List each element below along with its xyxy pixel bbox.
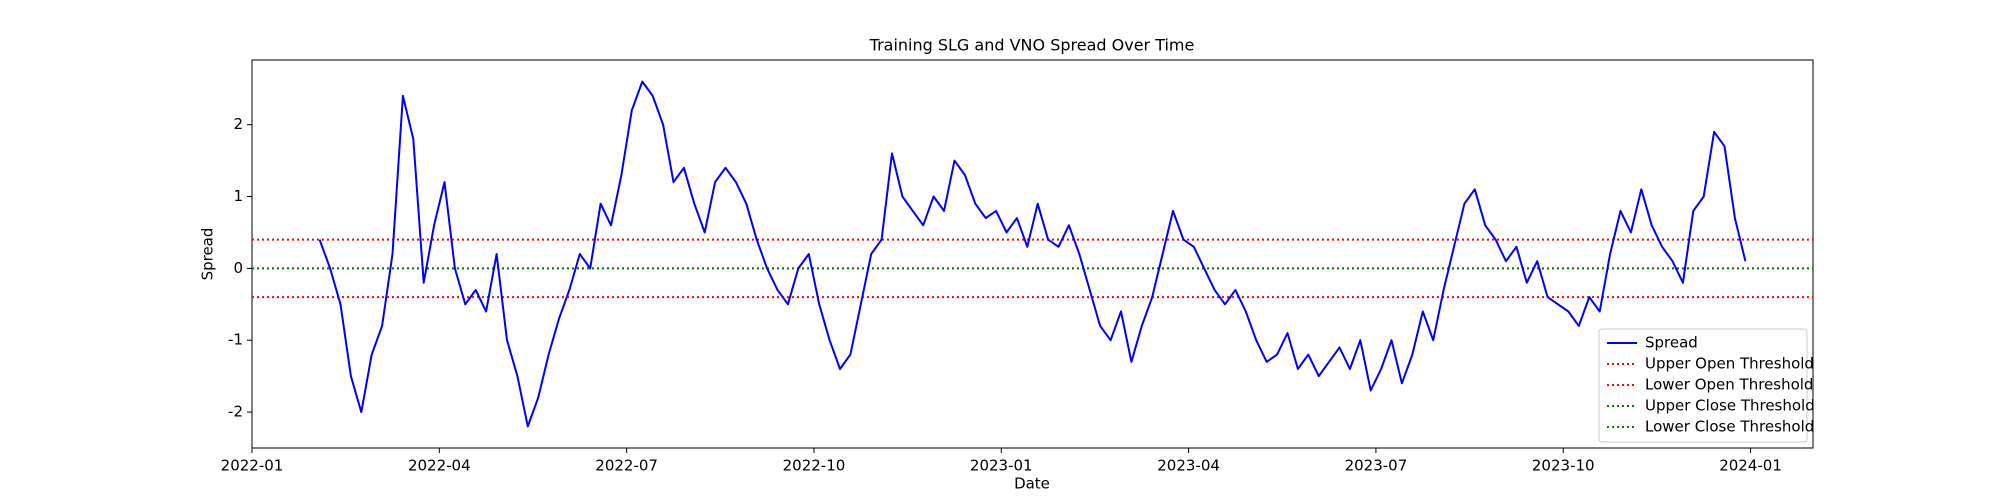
legend-label: Upper Open Threshold [1645, 355, 1814, 373]
spread-line [318, 80, 1747, 428]
legend-label: Lower Close Threshold [1645, 418, 1814, 436]
x-tick-label: 2022-07 [595, 457, 658, 475]
legend-label: Spread [1645, 334, 1698, 352]
y-tick-label: 1 [233, 187, 243, 205]
x-tick-label: 2024-01 [1719, 457, 1782, 475]
y-axis-label: Spread [199, 228, 217, 281]
x-tick-label: 2023-10 [1532, 457, 1595, 475]
y-tick-label: 0 [233, 259, 243, 277]
x-tick-label: 2022-01 [221, 457, 284, 475]
x-tick-label: 2023-01 [970, 457, 1033, 475]
chart-title: Training SLG and VNO Spread Over Time [869, 36, 1195, 55]
x-tick-label: 2022-04 [408, 457, 471, 475]
x-axis-label: Date [1014, 475, 1050, 493]
legend-box [1598, 328, 1808, 443]
legend-label: Upper Close Threshold [1645, 397, 1815, 415]
x-tick-label: 2023-04 [1157, 457, 1220, 475]
x-tick-label: 2023-07 [1345, 457, 1408, 475]
x-tick-label: 2022-10 [783, 457, 846, 475]
legend: Spread Upper Open Threshold Lower Open Thr… [1598, 328, 1815, 443]
y-tick-label: -1 [228, 331, 243, 349]
legend-label: Lower Open Threshold [1645, 376, 1813, 394]
y-tick-label: 2 [233, 115, 243, 133]
y-tick-label: -2 [228, 403, 243, 421]
plot-frame [251, 59, 1814, 449]
